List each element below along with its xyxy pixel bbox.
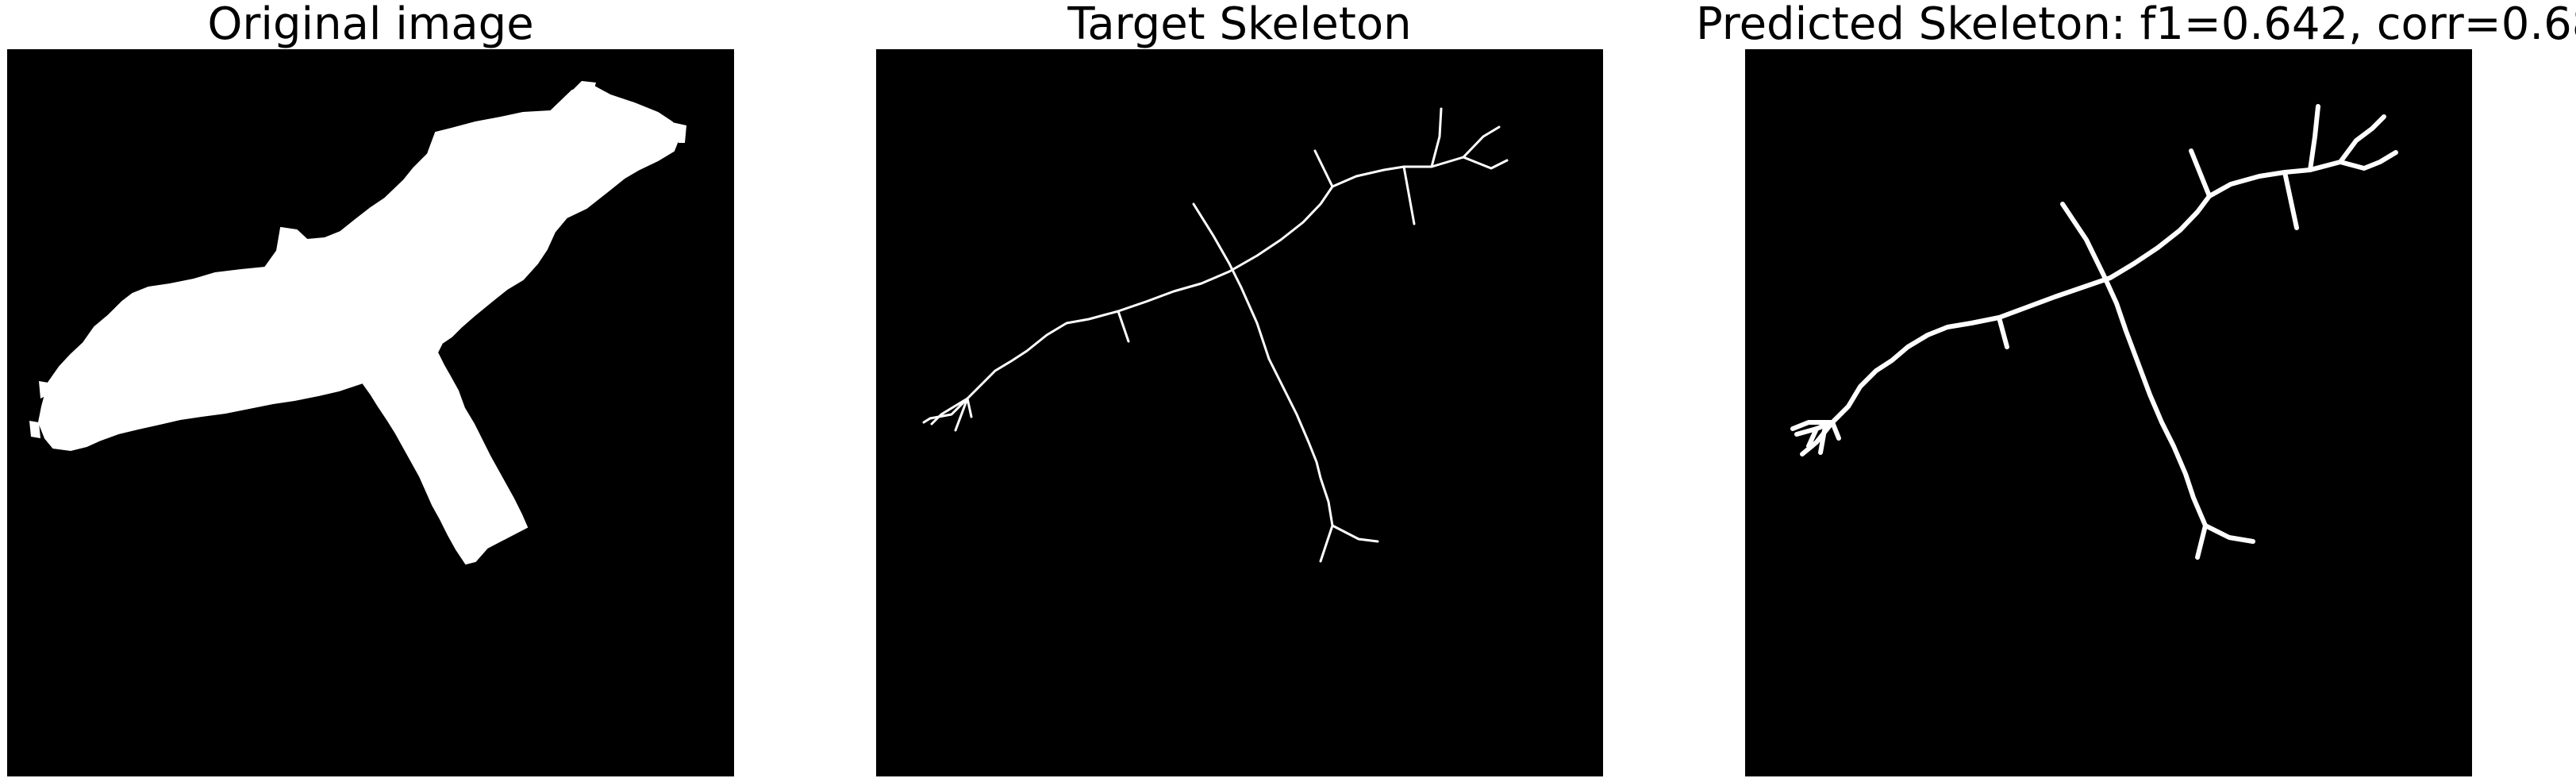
predicted-skeleton-lines-icon: [1745, 49, 2472, 776]
panel-original-image: Original image: [7, 0, 734, 782]
panel-title-predicted: Predicted Skeleton: f1=0.642, corr=0.685: [1696, 0, 2576, 50]
panel-target-skeleton: Target Skeleton: [876, 0, 1603, 782]
target-skeleton-lines-icon: [876, 49, 1603, 776]
target-skeleton-image: [876, 49, 1603, 776]
predicted-skeleton-image: [1745, 49, 2472, 776]
panel-predicted-skeleton: Predicted Skeleton: f1=0.642, corr=0.685: [1696, 0, 2576, 782]
original-image: [7, 49, 734, 776]
bird-silhouette-icon: [7, 49, 734, 776]
panel-title-original: Original image: [207, 0, 534, 50]
panel-title-target: Target Skeleton: [1067, 0, 1412, 50]
